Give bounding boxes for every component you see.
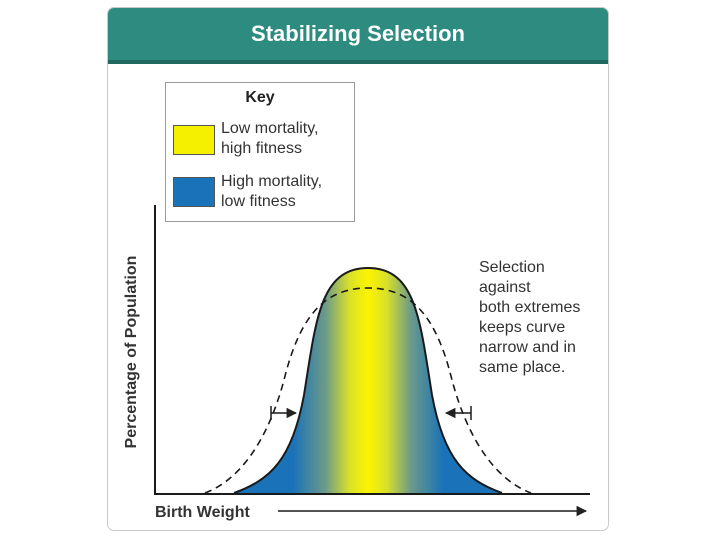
key-legend: Key Low mortality, high fitness High mor… [165, 82, 355, 222]
selection-annotation: Selection against both extremes keeps cu… [479, 258, 609, 378]
high-mortality-label: High mortality, low fitness [221, 172, 353, 212]
key-heading: Key [245, 89, 275, 106]
y-axis-label: Percentage of Population [123, 255, 140, 449]
stabilized-curve-fill [234, 268, 502, 493]
high-mortality-swatch [173, 177, 215, 207]
figure-title: Stabilizing Selection [251, 21, 465, 46]
original-curve-dashed [204, 287, 532, 494]
annotation-line: both extremes [479, 299, 581, 316]
high-mortality-line1: High mortality, [221, 173, 323, 190]
annotation-line: keeps curve [479, 319, 566, 336]
annotation-line: narrow and in [479, 339, 576, 356]
low-mortality-line2: high fitness [221, 140, 302, 157]
title-bar: Stabilizing Selection [108, 8, 608, 64]
annotation-line: Selection [479, 259, 545, 276]
annotation-line: against [479, 279, 531, 296]
high-mortality-line2: low fitness [221, 193, 296, 210]
low-mortality-swatch [173, 125, 215, 155]
low-mortality-line1: Low mortality, [221, 120, 319, 137]
x-axis-label: Birth Weight [155, 504, 250, 521]
stabilized-curve-outline [233, 266, 503, 494]
low-mortality-label: Low mortality, high fitness [221, 119, 353, 159]
annotation-line: same place. [479, 359, 566, 376]
